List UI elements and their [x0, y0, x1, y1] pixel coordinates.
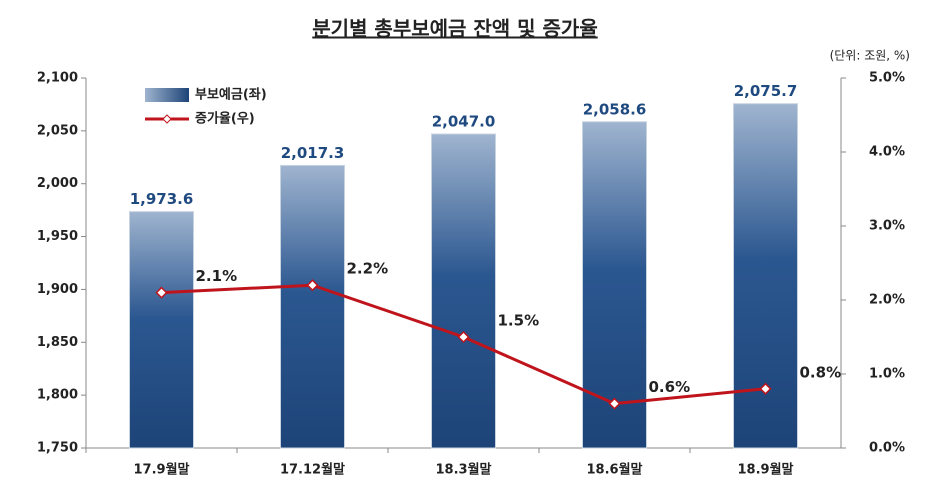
line-marker	[759, 382, 772, 395]
chart-title: 분기별 총부보예금 잔액 및 증가율	[312, 17, 597, 41]
x-tick-label: 17.9월말	[134, 462, 190, 478]
line-value-label: 0.8%	[800, 363, 842, 381]
line-marker	[155, 286, 168, 299]
unit-note: (단위: 조원, %)	[830, 49, 910, 63]
bar-value-label: 2,047.0	[432, 113, 496, 131]
y-tick-label: 1,750	[37, 441, 78, 456]
line-marker	[608, 397, 621, 410]
bar	[431, 133, 496, 449]
legend-swatch	[145, 88, 189, 102]
y2-tick-label: 0.0%	[869, 441, 905, 456]
x-tick-label: 18.6월말	[587, 462, 643, 478]
legend-label: 부보예금(좌)	[195, 87, 267, 103]
x-tick-label: 18.9월말	[738, 462, 794, 478]
y-tick-label: 1,800	[37, 388, 78, 403]
bar	[129, 211, 194, 449]
y-tick-label: 2,050	[37, 123, 78, 138]
y2-tick-label: 3.0%	[869, 219, 905, 234]
y-tick-label: 2,000	[37, 176, 78, 191]
y2-tick-label: 2.0%	[869, 293, 905, 308]
line-value-label: 1.5%	[498, 312, 540, 330]
line-value-label: 0.6%	[649, 378, 691, 396]
y-tick-label: 2,100	[37, 71, 78, 86]
line-marker	[457, 330, 470, 344]
line-value-label: 2.1%	[196, 267, 238, 285]
legend-label: 증가율(우)	[195, 111, 255, 127]
legend-marker	[162, 114, 172, 124]
x-tick-label: 18.3월말	[436, 462, 492, 478]
bar	[733, 103, 798, 449]
y-tick-label: 1,850	[37, 335, 78, 350]
bar-value-label: 2,058.6	[583, 100, 647, 118]
line-value-label: 2.2%	[347, 260, 389, 278]
y2-tick-label: 5.0%	[869, 71, 905, 86]
bar-value-label: 1,973.6	[130, 190, 194, 208]
bar	[280, 164, 345, 449]
bar-value-label: 2,017.3	[281, 144, 345, 162]
y-tick-label: 1,950	[37, 229, 78, 244]
bar-value-label: 2,075.7	[734, 82, 798, 100]
y2-tick-label: 1.0%	[869, 367, 905, 382]
line-marker	[306, 279, 319, 292]
x-tick-label: 17.12월말	[280, 462, 345, 478]
y2-tick-label: 4.0%	[869, 145, 905, 160]
y-tick-label: 1,900	[37, 282, 78, 297]
